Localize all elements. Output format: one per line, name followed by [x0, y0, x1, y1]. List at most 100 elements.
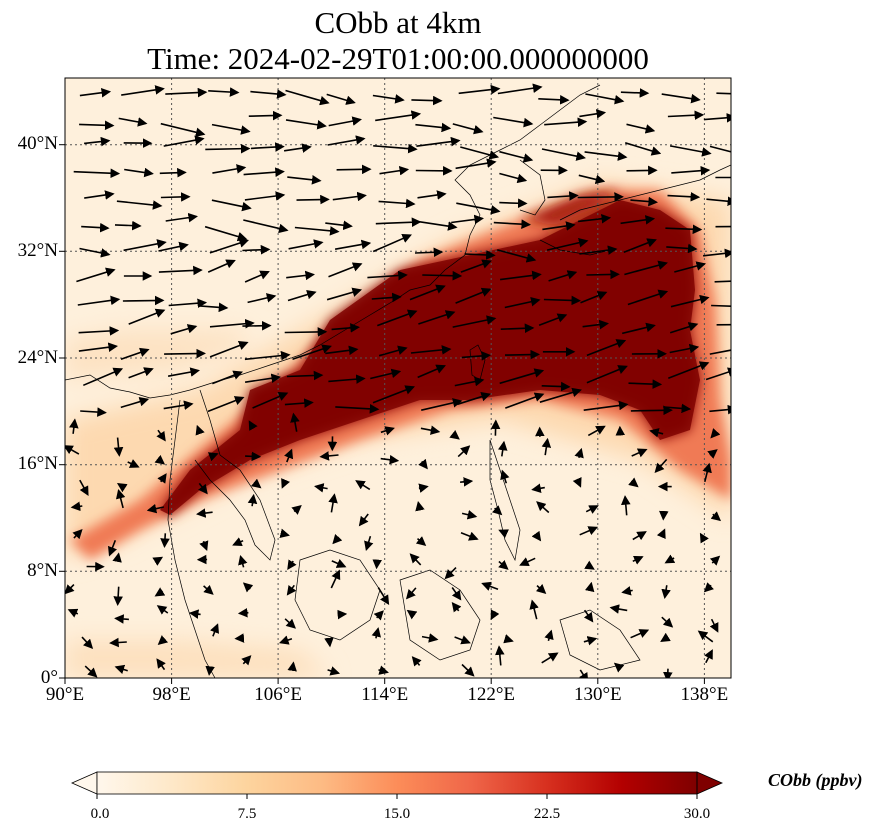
wind-vector [285, 119, 327, 130]
wind-vector [415, 536, 427, 547]
wind-vector [505, 392, 545, 409]
wind-vector [156, 658, 166, 671]
lon-tick-label: 98°E [152, 684, 191, 705]
wind-vector [207, 396, 245, 413]
colorbar-tick-label: 0.0 [90, 806, 110, 822]
wind-vector [538, 95, 570, 105]
wind-vector [326, 287, 363, 301]
wind-vector [121, 85, 165, 96]
wind-vector [70, 501, 83, 512]
wind-vector [327, 666, 341, 676]
wind-vector [499, 198, 528, 209]
wind-vector [416, 136, 461, 147]
wind-vector [460, 477, 474, 487]
wind-vector [69, 418, 79, 434]
wind-vector [444, 567, 457, 580]
wind-vector [247, 493, 258, 507]
wind-vector [541, 437, 552, 456]
wind-vector [543, 295, 582, 306]
wind-vector [355, 480, 371, 491]
wind-vector [208, 87, 240, 97]
wind-vector [115, 488, 126, 509]
wind-vector [500, 323, 535, 334]
wind-vector [336, 164, 372, 175]
wind-vector [380, 454, 400, 465]
wind-vector [116, 200, 163, 210]
wind-vector [210, 623, 220, 637]
wind-vector [541, 652, 559, 664]
wind-vector [583, 400, 629, 411]
wind-vector [372, 234, 412, 253]
wind-vector [531, 530, 542, 542]
wind-vector [287, 289, 317, 302]
wind-vector [497, 440, 508, 457]
wind-vector [418, 310, 456, 325]
wind-vector [709, 555, 721, 566]
wind-vector [209, 341, 249, 358]
wind-vector [457, 445, 471, 458]
wind-vector [716, 92, 731, 95]
wind-vector [519, 557, 536, 567]
wind-vector [714, 280, 731, 283]
wind-vector [124, 167, 154, 178]
wind-vector [704, 649, 713, 664]
wind-vector [504, 297, 541, 309]
wind-vector [188, 609, 201, 619]
wind-vector [620, 88, 650, 98]
wind-vector [252, 392, 289, 409]
wind-vector [334, 239, 372, 250]
wind-vector [199, 540, 209, 551]
wind-vector [328, 493, 338, 513]
wind-vector [460, 146, 500, 160]
wind-vector [460, 259, 492, 273]
wind-vector [458, 84, 501, 95]
wind-vector [332, 191, 367, 202]
wind-vector [243, 219, 289, 234]
wind-vectors [65, 83, 731, 678]
wind-vector [286, 584, 297, 596]
lon-tick-label: 130°E [573, 684, 622, 705]
wind-vector [451, 587, 462, 601]
wind-vector [493, 219, 531, 229]
wind-vector [417, 364, 446, 379]
wind-vector [609, 604, 628, 614]
wind-vector [78, 326, 120, 336]
wind-vector [331, 559, 347, 568]
wind-vector [411, 656, 422, 667]
wind-vector [709, 349, 731, 355]
wind-vector [585, 93, 625, 105]
wind-vector [656, 528, 666, 540]
wind-vector [674, 261, 707, 273]
wind-vector [578, 213, 612, 224]
wind-vector [499, 172, 528, 184]
wind-vector [623, 238, 657, 254]
wind-vector [328, 262, 363, 278]
wind-vector [710, 511, 722, 522]
colorbar-tick-label: 22.5 [533, 806, 561, 822]
wind-vector [375, 110, 422, 122]
wind-vector [371, 627, 381, 639]
wind-vector [587, 425, 606, 437]
wind-vector [624, 260, 668, 276]
wind-vector [464, 250, 496, 260]
wind-vector [291, 504, 302, 515]
wind-vector [79, 87, 112, 98]
wind-vector [113, 437, 124, 457]
wind-vector [574, 447, 584, 459]
axis-ticks [59, 144, 705, 684]
wind-vector [500, 469, 510, 484]
wind-vector [583, 636, 598, 646]
wind-vector [664, 554, 676, 564]
wind-vector [379, 165, 410, 176]
wind-vector [578, 174, 606, 185]
wind-vector [418, 483, 429, 493]
lat-tick-label: 0° [40, 667, 58, 688]
wind-vector [586, 339, 627, 357]
wind-vector [314, 483, 328, 493]
wind-vector [328, 116, 362, 127]
wind-vector [205, 665, 215, 676]
wind-vector [495, 645, 505, 666]
wind-vector [250, 89, 287, 99]
wind-vector [582, 319, 609, 330]
wind-vector [449, 429, 460, 440]
